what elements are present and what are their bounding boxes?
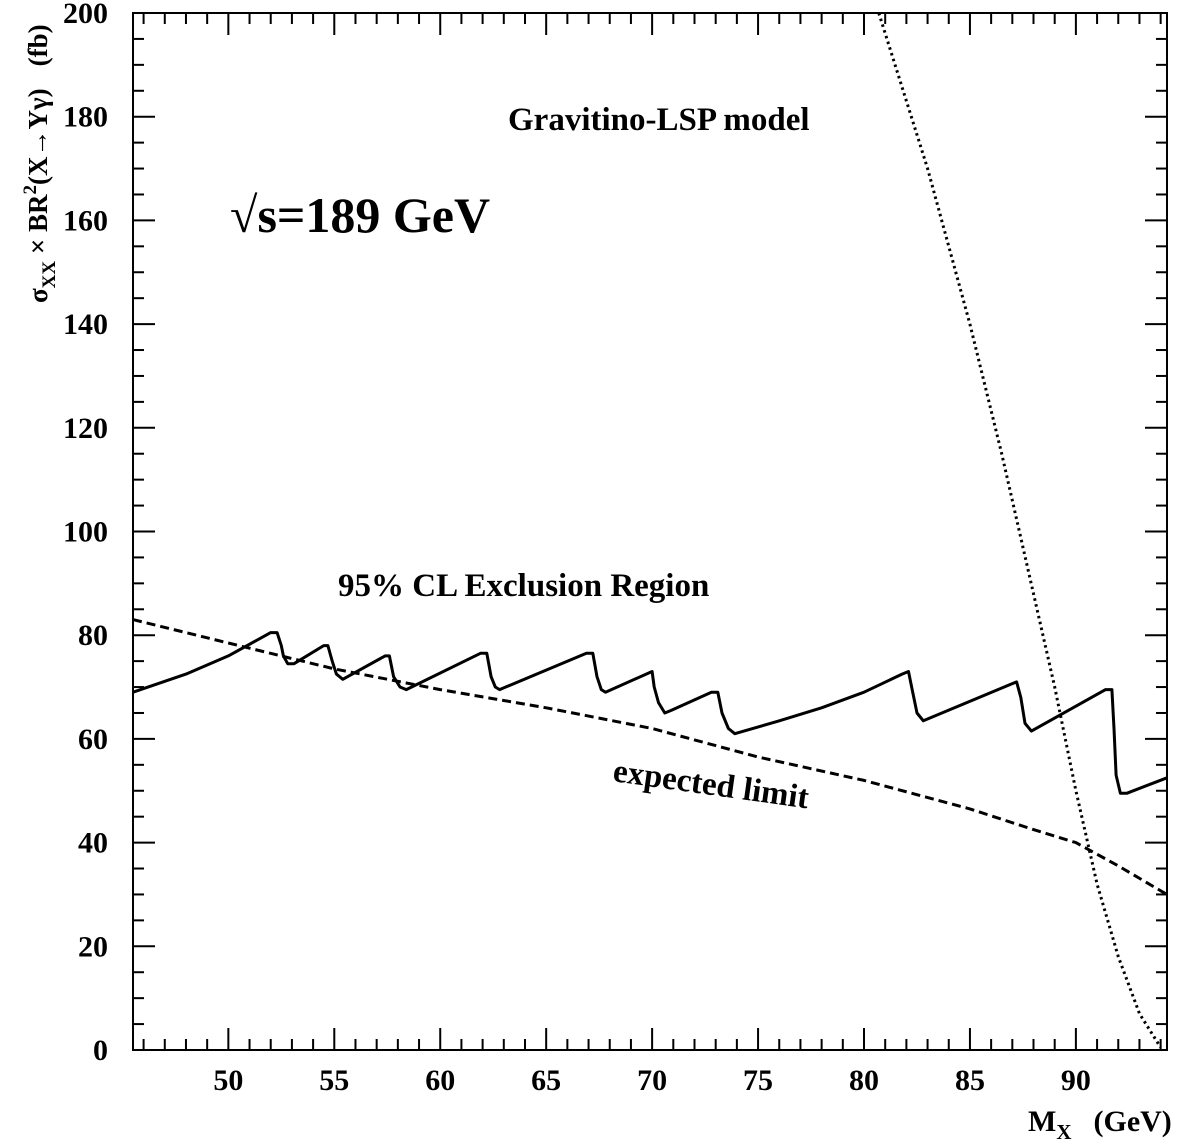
x-axis-label: MX (GeV) <box>1028 1105 1172 1140</box>
y-tick-label: 160 <box>63 204 108 237</box>
x-axis-label-sub: X <box>1056 1120 1071 1140</box>
y-tick-label: 180 <box>63 101 108 134</box>
x-tick-label: 80 <box>849 1064 879 1097</box>
y-ticks <box>133 12 1167 1051</box>
y-axis-label-process: (X→Yγ) <box>23 88 53 185</box>
x-tick-label: 75 <box>743 1064 773 1097</box>
x-tick-label: 50 <box>213 1064 243 1097</box>
series-line-dotted <box>877 12 1162 1049</box>
x-tick-label: 65 <box>531 1064 561 1097</box>
y-tick-label: 140 <box>63 308 108 341</box>
series-line-dashed <box>132 618 1168 896</box>
y-tick-label: 200 <box>63 0 108 30</box>
x-tick-label: 90 <box>1061 1064 1091 1097</box>
y-tick-label: 40 <box>78 827 108 860</box>
x-tick-label: 60 <box>425 1064 455 1097</box>
x-tick-label: 70 <box>637 1064 667 1097</box>
y-tick-label: 20 <box>78 930 108 963</box>
y-axis-label-times: × BR <box>23 194 53 261</box>
y-axis-label-unit: (fb) <box>23 24 53 66</box>
y-tick-label: 120 <box>63 412 108 445</box>
y-axis-label-sup: 2 <box>20 185 41 195</box>
x-axis-label-unit: (GeV) <box>1094 1105 1172 1138</box>
x-ticks <box>142 13 1162 1050</box>
plot-frame <box>132 12 1168 1051</box>
y-tick-label: 60 <box>78 723 108 756</box>
x-axis-label-main: M <box>1028 1105 1056 1138</box>
y-axis-label-sigma-sub: XX <box>39 261 60 289</box>
annotation-region: 95% CL Exclusion Region <box>338 568 709 604</box>
y-tick-label: 80 <box>78 619 108 652</box>
y-axis-label: σXX × BR2(X→Yγ) (fb) <box>20 24 60 303</box>
x-tick-label: 85 <box>955 1064 985 1097</box>
y-tick-labels: 0 20 40 60 80 100 120 140 160 180 200 <box>63 0 108 1067</box>
series-layer <box>132 12 1168 1049</box>
annotation-energy: √s=189 GeV <box>230 187 490 243</box>
series-line-solid <box>132 631 1168 795</box>
y-tick-label: 0 <box>93 1034 108 1067</box>
annotation-model: Gravitino-LSP model <box>508 102 810 138</box>
x-tick-label: 55 <box>319 1064 349 1097</box>
y-axis-label-sigma: σ <box>23 288 53 303</box>
x-tick-labels: 50 55 60 65 70 75 80 85 90 <box>213 1064 1091 1097</box>
y-tick-label: 100 <box>63 516 108 549</box>
